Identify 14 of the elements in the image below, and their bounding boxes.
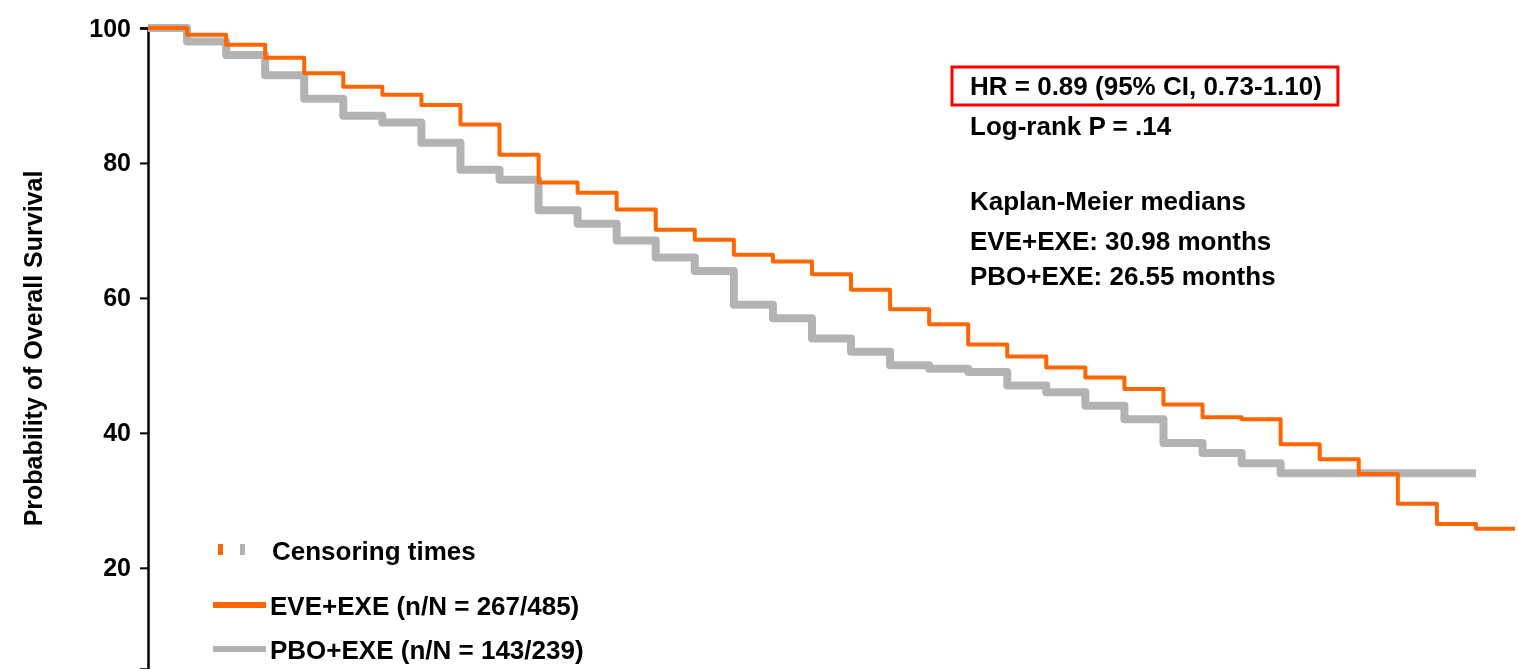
annotation: PBO+EXE: 26.55 months xyxy=(970,261,1276,291)
annotation: EVE+EXE: 30.98 months xyxy=(970,226,1272,256)
annotation: Censoring times xyxy=(272,536,476,566)
y-tick-label: 60 xyxy=(103,283,131,312)
y-tick-label: 100 xyxy=(89,13,131,42)
y-tick-label: 20 xyxy=(103,553,131,582)
annotation: Log-rank P = .14 xyxy=(970,111,1172,141)
y-tick-label: 40 xyxy=(103,418,131,447)
annotation: HR = 0.89 (95% CI, 0.73-1.10) xyxy=(970,71,1322,101)
y-axis-title: Probability of Overall Survival xyxy=(19,170,47,527)
legend-label: PBO+EXE (n/N = 143/239) xyxy=(270,635,584,665)
y-tick-label: 80 xyxy=(103,148,131,177)
annotation: Kaplan-Meier medians xyxy=(970,186,1246,216)
legend-label: EVE+EXE (n/N = 267/485) xyxy=(270,591,580,621)
